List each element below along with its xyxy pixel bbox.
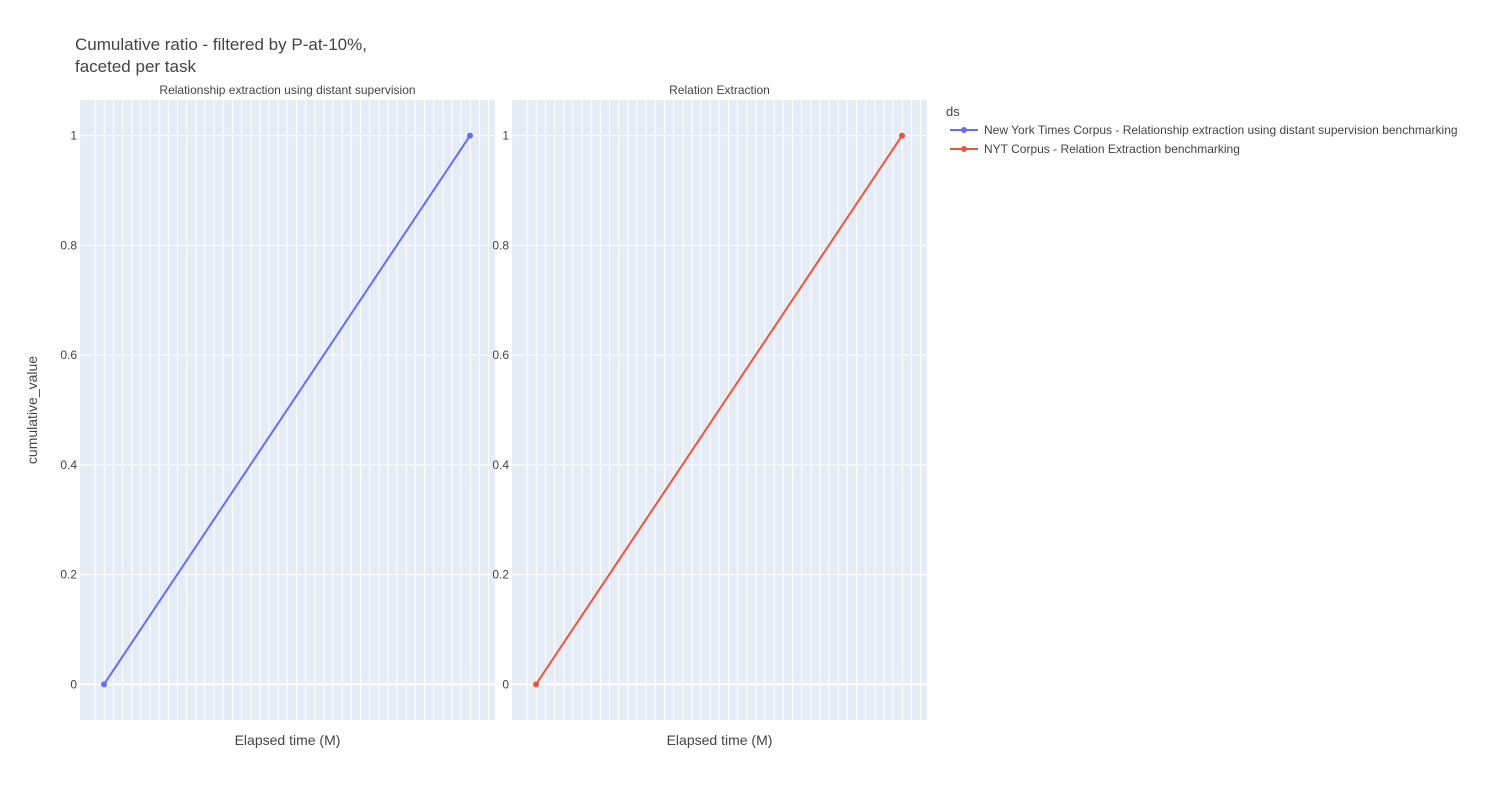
legend-label: New York Times Corpus - Relationship ext… <box>984 123 1458 137</box>
series-line <box>103 135 471 685</box>
facet-panel: 0 0.2 0.4 0.6 0.8 1 Relationship extraction us… <box>60 83 495 748</box>
x-axis-title: Elapsed time (M) <box>667 732 773 748</box>
y-tick-label: 0.8 <box>492 238 509 252</box>
facet-panel: 0 0.2 0.4 0.6 0.8 1 Relation Extraction Elapsed… <box>492 83 927 748</box>
data-point[interactable] <box>899 132 905 139</box>
y-tick-label: 1 <box>502 129 509 143</box>
series-line <box>535 135 903 685</box>
x-axis-title: Elapsed time (M) <box>235 732 341 748</box>
y-tick-label: 0.2 <box>492 568 509 582</box>
data-point[interactable] <box>467 132 473 139</box>
facet-title: Relation Extraction <box>669 83 770 97</box>
data-point[interactable] <box>101 681 107 688</box>
y-tick-label: 0.6 <box>492 348 509 362</box>
y-tick-label: 0.2 <box>60 568 77 582</box>
y-tick-label: 0 <box>70 677 77 691</box>
legend-title: ds <box>946 104 960 119</box>
data-point[interactable] <box>533 681 539 688</box>
facets-layer: 0 0.2 0.4 0.6 0.8 1 Relationship extraction us… <box>60 83 927 748</box>
y-tick-label: 0.8 <box>60 238 77 252</box>
y-tick-label: 0.6 <box>60 348 77 362</box>
y-tick-label: 0.4 <box>60 458 77 472</box>
legend-swatch-marker <box>961 146 967 152</box>
chart-title: Cumulative ratio - filtered by P-at-10%,… <box>75 35 367 76</box>
y-tick-label: 0.4 <box>492 458 509 472</box>
y-tick-label: 0 <box>502 677 509 691</box>
chart-title-line-2: faceted per task <box>75 57 196 76</box>
y-tick-label: 1 <box>70 129 77 143</box>
legend-swatch-marker <box>961 127 967 133</box>
chart-title-line-1: Cumulative ratio - filtered by P-at-10%, <box>75 35 367 54</box>
legend-item[interactable]: NYT Corpus - Relation Extraction benchma… <box>950 142 1240 156</box>
legend: ds New York Times Corpus - Relationship … <box>946 104 1458 156</box>
x-gridlines <box>526 100 922 720</box>
legend-item[interactable]: New York Times Corpus - Relationship ext… <box>950 123 1458 137</box>
legend-label: NYT Corpus - Relation Extraction benchma… <box>984 142 1240 156</box>
facet-title: Relationship extraction using distant su… <box>159 83 415 97</box>
y-axis-title: cumulative_value <box>24 356 40 464</box>
